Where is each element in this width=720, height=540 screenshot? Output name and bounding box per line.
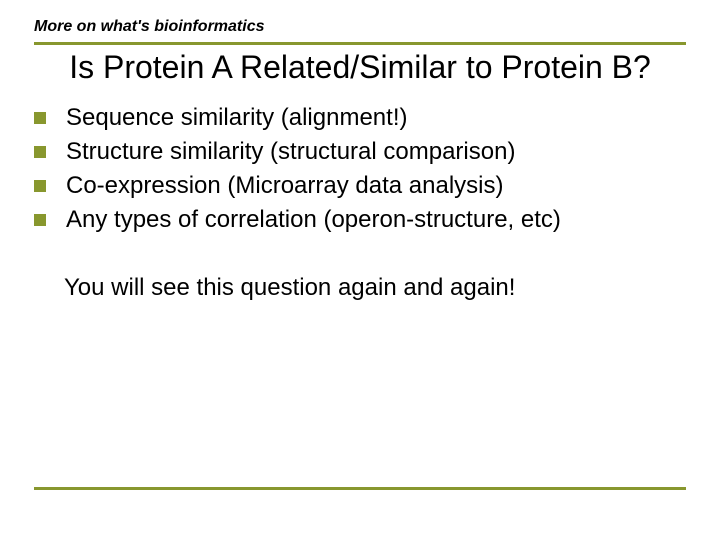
slide-title: Is Protein A Related/Similar to Protein … — [34, 49, 686, 86]
top-divider — [34, 42, 686, 45]
closing-text: You will see this question again and aga… — [64, 274, 686, 302]
list-item: Structure similarity (structural compari… — [34, 138, 686, 166]
bottom-divider — [34, 487, 686, 490]
square-bullet-icon — [34, 180, 46, 192]
list-item: Co-expression (Microarray data analysis) — [34, 172, 686, 200]
square-bullet-icon — [34, 214, 46, 226]
list-item: Sequence similarity (alignment!) — [34, 104, 686, 132]
bullet-text: Sequence similarity (alignment!) — [66, 104, 407, 132]
square-bullet-icon — [34, 146, 46, 158]
bullet-list: Sequence similarity (alignment!) Structu… — [34, 104, 686, 234]
kicker-text: More on what's bioinformatics — [34, 18, 686, 36]
list-item: Any types of correlation (operon-structu… — [34, 206, 686, 234]
bullet-text: Any types of correlation (operon-structu… — [66, 206, 561, 234]
bullet-text: Structure similarity (structural compari… — [66, 138, 515, 166]
bullet-text: Co-expression (Microarray data analysis) — [66, 172, 503, 200]
square-bullet-icon — [34, 112, 46, 124]
slide: More on what's bioinformatics Is Protein… — [0, 0, 720, 540]
